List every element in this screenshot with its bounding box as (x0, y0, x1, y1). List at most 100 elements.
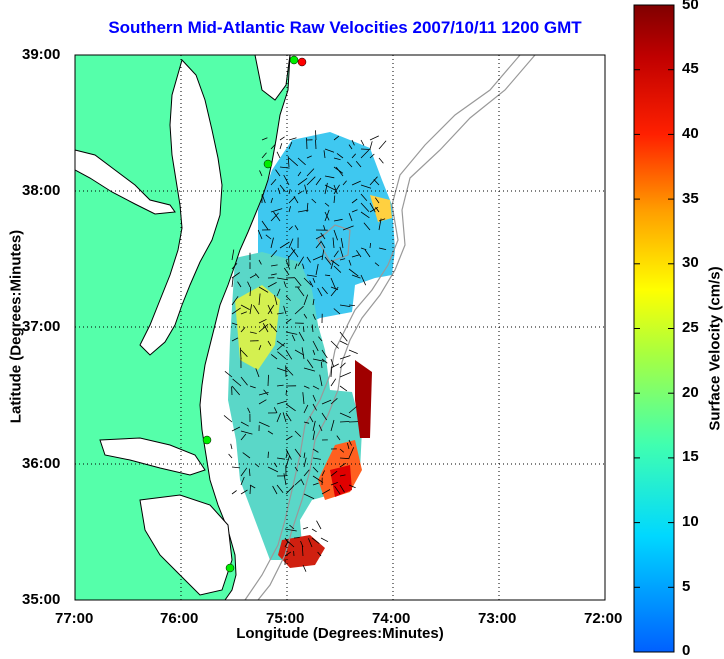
station-marker (225, 563, 235, 573)
velocity-arrow (315, 130, 317, 141)
velocity-arrow (240, 349, 248, 357)
velocity-arrow (267, 304, 273, 314)
velocity-arrow (311, 324, 314, 333)
velocity-arrow (312, 349, 316, 355)
velocity-arrow (267, 466, 279, 473)
velocity-arrow (267, 282, 277, 288)
velocity-arrow (231, 466, 240, 469)
velocity-arrow (253, 304, 260, 315)
velocity-arrow (276, 288, 281, 297)
colorbar-tick-label: 0 (682, 642, 691, 659)
velocity-arrow (360, 202, 370, 212)
velocity-arrow (302, 564, 307, 572)
velocity-arrow (312, 277, 316, 283)
velocity-arrow (270, 197, 273, 204)
velocity-arrow (289, 524, 295, 530)
velocity-arrow (339, 340, 348, 345)
velocity-arrow (285, 485, 295, 495)
velocity-arrow (360, 148, 371, 150)
grid-lines (75, 55, 605, 600)
velocity-arrow (369, 153, 375, 159)
velocity-arrow (315, 263, 319, 276)
velocity-arrow (223, 415, 233, 423)
colorbar-tick-label: 20 (682, 384, 699, 401)
velocity-arrow (240, 433, 247, 441)
velocity-arrow (276, 277, 288, 281)
velocity-arrow (375, 206, 380, 213)
velocity-arrow (312, 420, 316, 432)
map-title: Southern Mid-Atlantic Raw Velocities 200… (108, 18, 582, 37)
velocity-arrow (297, 209, 309, 213)
velocity-arrow (249, 274, 257, 279)
velocity-arrow (231, 277, 234, 288)
velocity-arrow (249, 331, 257, 334)
velocity-arrow (330, 419, 335, 432)
velocity-arrow (319, 374, 323, 387)
velocity-arrow (315, 139, 317, 150)
y-tick-label: 39:00 (22, 46, 61, 63)
velocity-arrow (339, 474, 346, 477)
velocity-arrow (303, 313, 308, 319)
velocity-arrow (249, 485, 251, 495)
velocity-arrow (248, 468, 251, 477)
contour-canyon (317, 224, 351, 263)
colorbar-tick-label: 40 (682, 125, 699, 142)
velocity-arrow (330, 340, 339, 349)
velocity-arrow (339, 331, 348, 342)
velocity-arrow (309, 416, 314, 423)
velocity-arrow (378, 140, 387, 150)
velocity-arrow (277, 351, 287, 360)
velocity-arrow (339, 448, 345, 453)
velocity-arrow (360, 274, 367, 286)
velocity-arrow (285, 259, 291, 270)
colorbar-tick-label: 5 (682, 578, 691, 595)
velocity-arrow (288, 238, 294, 249)
velocity-arrow (301, 545, 304, 557)
velocity-arrow (242, 452, 251, 459)
velocity-arrow (356, 250, 362, 258)
velocity-arrow (312, 298, 315, 306)
velocity-arrow (320, 240, 326, 249)
velocity-arrow (284, 528, 297, 532)
x-tick-label: 77:00 (55, 610, 94, 627)
velocity-arrow (270, 178, 277, 186)
velocity-arrow (348, 439, 352, 446)
velocity-arrow (224, 370, 233, 378)
velocity-arrow (309, 280, 314, 288)
velocity-arrow (348, 406, 357, 414)
velocity-arrow (330, 259, 340, 267)
velocity-arrow (288, 249, 296, 258)
velocity-arrow (274, 294, 278, 306)
velocity-arrow (333, 184, 340, 195)
velocity-arrow (285, 448, 292, 460)
velocity-arrow (257, 229, 263, 240)
velocity-arrow (230, 443, 233, 450)
velocity-arrow (312, 403, 317, 411)
velocity-arrow (297, 256, 305, 267)
velocity-arrow (320, 361, 323, 369)
velocity-arrow (306, 359, 314, 369)
velocity-arrow (360, 149, 370, 159)
velocity-arrow (330, 482, 338, 486)
velocity-arrow (339, 462, 346, 468)
velocity-arrow (302, 527, 309, 530)
velocity-arrow (333, 195, 336, 204)
velocity-arrow (339, 421, 350, 423)
velocity-arrow (261, 152, 267, 159)
station-marker (289, 55, 299, 65)
velocity-arrow (318, 336, 323, 342)
velocity-arrow (303, 469, 310, 477)
velocity-arrow (283, 473, 287, 486)
velocity-arrow (303, 421, 310, 424)
velocity-arrow (339, 355, 351, 360)
velocity-arrow (285, 539, 295, 548)
velocity-arrow (279, 241, 290, 249)
velocity-arrow (258, 286, 269, 293)
velocity-arrow (267, 304, 275, 315)
velocity-arrow (240, 376, 248, 386)
velocity-arrow (301, 347, 305, 360)
velocity-arrow (290, 247, 299, 258)
velocity-arrow (369, 202, 376, 213)
velocity-arrow (262, 323, 269, 333)
velocity-arrow (276, 312, 284, 315)
